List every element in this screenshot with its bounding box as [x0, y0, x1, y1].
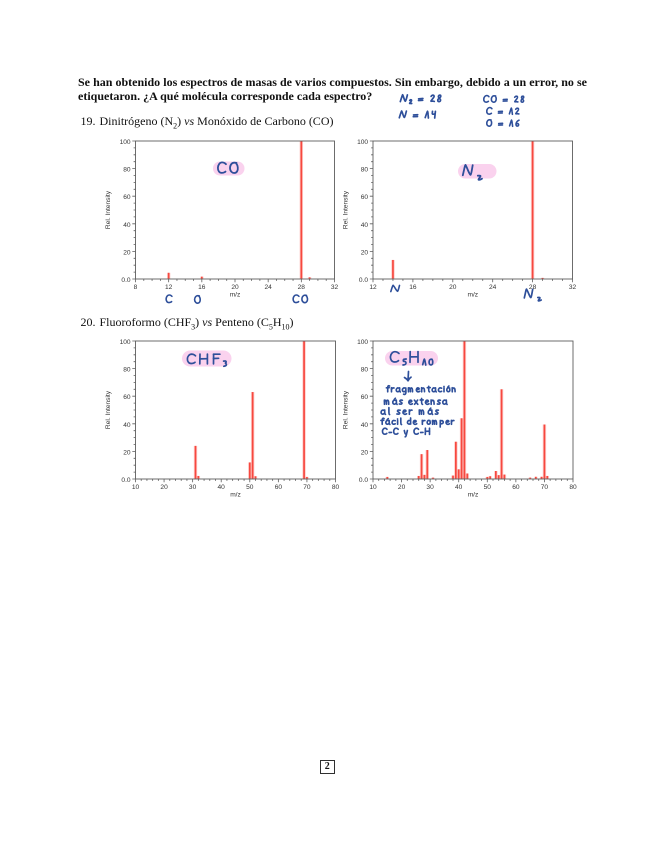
svg-text:40: 40: [361, 222, 369, 229]
svg-text:40: 40: [123, 222, 131, 229]
svg-text:20: 20: [361, 249, 369, 256]
svg-text:60: 60: [512, 484, 520, 491]
svg-text:20: 20: [123, 449, 131, 456]
svg-text:80: 80: [361, 167, 369, 174]
svg-text:70: 70: [303, 484, 311, 491]
svg-text:12: 12: [369, 284, 377, 291]
svg-text:16: 16: [409, 284, 417, 291]
svg-text:28: 28: [529, 284, 537, 291]
svg-text:80: 80: [123, 167, 131, 174]
svg-text:20: 20: [398, 484, 406, 491]
svg-text:Rel. Intensity: Rel. Intensity: [105, 390, 112, 429]
svg-text:30: 30: [426, 484, 434, 491]
svg-text:80: 80: [123, 367, 131, 374]
svg-text:0.0: 0.0: [121, 477, 130, 484]
svg-text:24: 24: [489, 284, 497, 291]
svg-text:40: 40: [218, 484, 226, 491]
svg-text:10: 10: [369, 484, 377, 491]
svg-text:50: 50: [246, 484, 254, 491]
svg-text:20: 20: [361, 449, 369, 456]
svg-text:80: 80: [569, 484, 577, 491]
svg-text:20: 20: [160, 484, 168, 491]
svg-text:12: 12: [165, 284, 173, 291]
svg-text:60: 60: [361, 194, 369, 201]
svg-text:80: 80: [332, 484, 340, 491]
svg-text:60: 60: [123, 194, 131, 201]
svg-text:8: 8: [134, 284, 138, 291]
svg-text:Rel. Intensity: Rel. Intensity: [343, 190, 350, 229]
svg-text:100: 100: [120, 339, 131, 346]
svg-text:0.0: 0.0: [359, 477, 368, 484]
svg-text:40: 40: [123, 422, 131, 429]
svg-text:10: 10: [132, 484, 140, 491]
svg-text:20: 20: [123, 249, 131, 256]
svg-text:Rel. Intensity: Rel. Intensity: [343, 390, 350, 429]
svg-text:60: 60: [275, 484, 283, 491]
svg-text:100: 100: [357, 139, 368, 146]
svg-text:16: 16: [198, 284, 206, 291]
svg-text:40: 40: [455, 484, 463, 491]
svg-text:0.0: 0.0: [121, 277, 130, 284]
svg-text:Rel. Intensity: Rel. Intensity: [105, 190, 112, 229]
svg-text:80: 80: [361, 367, 369, 374]
svg-text:m/z: m/z: [467, 291, 478, 298]
svg-text:32: 32: [569, 284, 577, 291]
svg-text:m/z: m/z: [230, 291, 241, 298]
svg-text:60: 60: [123, 394, 131, 401]
svg-text:24: 24: [265, 284, 273, 291]
svg-text:30: 30: [189, 484, 197, 491]
svg-text:70: 70: [541, 484, 549, 491]
svg-text:50: 50: [484, 484, 492, 491]
svg-text:100: 100: [120, 139, 131, 146]
svg-text:32: 32: [331, 284, 339, 291]
svg-text:20: 20: [449, 284, 457, 291]
svg-text:20: 20: [231, 284, 239, 291]
svg-text:100: 100: [357, 339, 368, 346]
svg-text:m/z: m/z: [468, 491, 479, 498]
svg-text:28: 28: [298, 284, 306, 291]
svg-text:60: 60: [361, 394, 369, 401]
svg-text:0.0: 0.0: [359, 277, 368, 284]
svg-text:40: 40: [361, 422, 369, 429]
svg-text:m/z: m/z: [230, 491, 241, 498]
